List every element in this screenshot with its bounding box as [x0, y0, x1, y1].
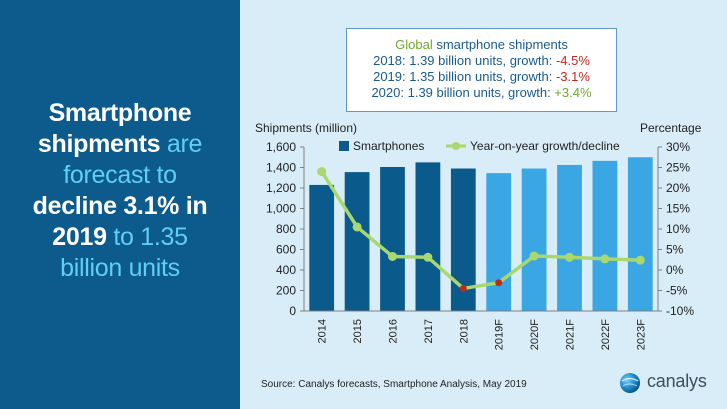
- y-tick-label-right: 30%: [666, 140, 690, 154]
- y-tick-label-right: 25%: [666, 161, 690, 175]
- legend-label-smartphones: Smartphones: [353, 139, 424, 153]
- growth-point-2016: [388, 251, 397, 261]
- bar-2014: [309, 184, 335, 311]
- headline-line: 2019 to 1.35: [0, 222, 240, 253]
- bar-2019f: [486, 173, 512, 311]
- headline-segment: billion units: [60, 254, 180, 282]
- bar-2022f: [592, 160, 618, 311]
- x-tick-label: 2022F: [600, 319, 612, 350]
- summary-title-rest: smartphone shipments: [432, 37, 568, 52]
- summary-line-growth: -3.1%: [555, 69, 590, 84]
- source-note: Source: Canalys forecasts, Smartphone An…: [261, 379, 527, 390]
- y-tick-label-left: 0: [289, 304, 296, 318]
- x-tick-label: 2015: [352, 319, 364, 343]
- y-tick-label-left: 1,000: [266, 202, 296, 216]
- growth-line: [320, 170, 641, 291]
- summary-line-growth: -4.5%: [555, 53, 590, 68]
- headline-line: decline 3.1% in: [0, 191, 240, 222]
- bar-2015: [344, 172, 370, 311]
- headline: Smartphone shipments are forecast to declin…: [0, 98, 240, 284]
- summary-line-growth: +3.4%: [554, 85, 592, 100]
- growth-point-2022f: [600, 254, 610, 264]
- y-tick-label-right: -10%: [666, 304, 694, 318]
- headline-line: Smartphone: [0, 98, 240, 129]
- y-tick-label-left: 800: [276, 222, 296, 236]
- growth-point-2014: [317, 167, 327, 177]
- growth-point-2019f: [495, 279, 503, 287]
- x-tick-label: 2014: [317, 319, 329, 343]
- headline-panel: Smartphone shipments are forecast to declin…: [0, 0, 240, 409]
- headline-line: shipments are: [0, 129, 240, 160]
- bar-2021f: [557, 164, 582, 311]
- headline-segment: decline 3.1% in: [32, 192, 208, 220]
- headline-segment: shipments: [37, 130, 161, 158]
- bar-2017: [415, 162, 441, 311]
- y-tick-label-left: 1,400: [266, 161, 296, 175]
- y-tick-label-right: 15%: [666, 202, 690, 216]
- canalys-logo: canalys: [619, 371, 719, 394]
- legend-label-growth: Year-on-year growth/decline: [470, 139, 620, 153]
- globe-icon: [620, 373, 640, 393]
- x-tick-label: 2020F: [529, 319, 541, 350]
- growth-point-2023f: [635, 255, 645, 265]
- summary-line-2019: 2019: 1.35 billion units, growth: -3.1%: [347, 69, 616, 85]
- headline-segment: 2019: [52, 223, 107, 251]
- legend-swatch-growth-marker: [452, 142, 460, 150]
- y-tick-label-right: 0%: [666, 263, 684, 277]
- summary-box: Global smartphone shipments 2018: 1.39 b…: [346, 28, 617, 112]
- y-tick-label-left: 600: [276, 243, 296, 257]
- summary-line-text: 2018: 1.39 billion units, growth:: [373, 53, 556, 68]
- summary-line-text: 2020: 1.39 billion units, growth:: [371, 85, 555, 100]
- growth-point-2015: [352, 222, 362, 232]
- headline-segment: forecast to: [63, 161, 177, 189]
- growth-point-2020f: [529, 251, 539, 261]
- headline-line: forecast to: [0, 160, 240, 191]
- x-tick-label: 2023F: [635, 319, 647, 350]
- legend-swatch-smartphones: [339, 141, 349, 151]
- summary-title: Global smartphone shipments: [347, 37, 616, 53]
- bar-2020f: [521, 168, 547, 311]
- y-tick-label-left: 1,600: [266, 140, 296, 154]
- summary-line-2018: 2018: 1.39 billion units, growth: -4.5%: [347, 53, 616, 69]
- x-tick-label: 2019F: [494, 319, 506, 350]
- y-axis-title-right: Percentage: [640, 121, 702, 135]
- y-tick-label-left: 1,200: [266, 181, 296, 195]
- y-tick-label-right: -5%: [666, 284, 688, 298]
- x-tick-label: 2021F: [565, 319, 577, 350]
- x-tick-label: 2016: [388, 319, 400, 343]
- x-tick-label: 2017: [423, 319, 435, 343]
- growth-point-2017: [423, 252, 433, 262]
- bar-2016: [380, 166, 405, 311]
- growth-point-2021f: [565, 252, 574, 262]
- summary-line-2020: 2020: 1.39 billion units, growth: +3.4%: [347, 85, 616, 101]
- x-tick-label: 2018: [458, 319, 470, 343]
- y-tick-label-right: 10%: [666, 222, 690, 236]
- headline-line: billion units: [0, 253, 240, 284]
- y-tick-label-right: 5%: [666, 243, 684, 257]
- headline-segment: are: [160, 130, 203, 158]
- growth-point-2018: [459, 284, 467, 292]
- summary-line-text: 2019: 1.35 billion units, growth:: [373, 69, 556, 84]
- y-tick-label-left: 400: [276, 263, 296, 277]
- y-tick-label-right: 20%: [666, 181, 690, 195]
- summary-title-highlight: Global: [395, 37, 433, 52]
- y-axis-title-left: Shipments (million): [255, 121, 358, 135]
- headline-segment: to 1.35: [106, 223, 188, 251]
- bar-2023f: [627, 157, 653, 311]
- headline-segment: Smartphone: [48, 99, 192, 127]
- y-tick-label-left: 200: [276, 284, 296, 298]
- logo-text: canalys: [647, 371, 707, 391]
